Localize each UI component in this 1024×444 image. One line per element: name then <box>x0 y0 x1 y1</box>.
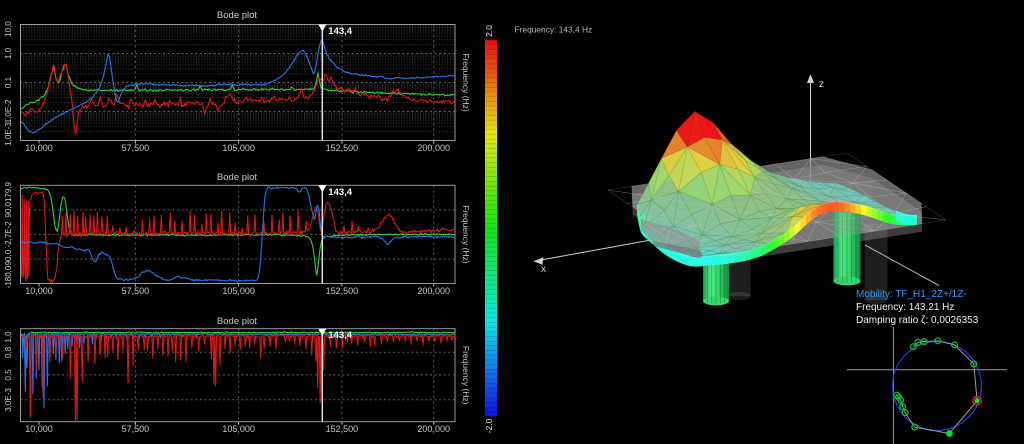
svg-text:1,0: 1,0 <box>4 47 13 59</box>
svg-text:Frequency (Hz): Frequency (Hz) <box>461 346 471 405</box>
svg-text:Frequency (Hz): Frequency (Hz) <box>461 205 471 264</box>
svg-text:90,0: 90,0 <box>4 202 13 218</box>
svg-text:Damping ratio ζ: 0,0026353: Damping ratio ζ: 0,0026353 <box>856 315 979 326</box>
svg-text:105,000: 105,000 <box>222 286 255 296</box>
svg-text:1,0: 1,0 <box>4 331 13 343</box>
svg-text:10,0: 10,0 <box>4 21 13 37</box>
svg-text:143,4: 143,4 <box>328 330 352 341</box>
svg-text:57,500: 57,500 <box>122 286 150 296</box>
svg-text:Frequency (Hz): Frequency (Hz) <box>461 53 471 112</box>
svg-text:0,1: 0,1 <box>4 76 13 88</box>
svg-text:-90,0: -90,0 <box>4 249 13 268</box>
svg-text:0,5: 0,5 <box>4 369 13 381</box>
svg-text:152,500: 152,500 <box>326 424 359 434</box>
svg-text:57,500: 57,500 <box>122 424 150 434</box>
svg-text:200,000: 200,000 <box>417 143 450 153</box>
svg-text:57,500: 57,500 <box>122 143 150 153</box>
svg-text:1,0E-3: 1,0E-3 <box>4 122 13 146</box>
svg-text:152,500: 152,500 <box>326 286 359 296</box>
svg-text:105,000: 105,000 <box>222 143 255 153</box>
svg-text:10,000: 10,000 <box>25 424 53 434</box>
svg-text:3,0E-3: 3,0E-3 <box>4 388 13 412</box>
svg-text:Frequency: 143,4 Hz: Frequency: 143,4 Hz <box>515 25 593 35</box>
svg-text:Frequency: 143,21 Hz: Frequency: 143,21 Hz <box>856 302 954 313</box>
svg-text:152,500: 152,500 <box>326 143 359 153</box>
svg-text:z: z <box>819 79 824 90</box>
svg-text:143,4: 143,4 <box>328 187 352 198</box>
svg-text:Bode plot: Bode plot <box>217 10 258 21</box>
svg-text:200,000: 200,000 <box>417 286 450 296</box>
svg-text:10,000: 10,000 <box>25 286 53 296</box>
svg-text:Mobility: TF_H1_2Z+/1Z-: Mobility: TF_H1_2Z+/1Z- <box>856 289 967 300</box>
svg-text:-2,7E-2: -2,7E-2 <box>4 221 13 248</box>
svg-text:0,8: 0,8 <box>4 346 13 358</box>
svg-text:x: x <box>541 264 546 275</box>
svg-text:1,0E-2: 1,0E-2 <box>4 99 13 123</box>
svg-text:Bode plot: Bode plot <box>217 172 258 183</box>
svg-text:200,000: 200,000 <box>417 424 450 434</box>
svg-text:179,9: 179,9 <box>4 181 13 202</box>
svg-text:10,000: 10,000 <box>25 143 53 153</box>
svg-text:-180,0: -180,0 <box>4 265 13 288</box>
svg-text:2.0: 2.0 <box>484 25 494 37</box>
svg-text:Bode plot: Bode plot <box>217 316 258 327</box>
svg-text:-2.0: -2.0 <box>484 418 494 433</box>
svg-text:143,4: 143,4 <box>328 26 352 37</box>
svg-text:105,000: 105,000 <box>222 424 255 434</box>
